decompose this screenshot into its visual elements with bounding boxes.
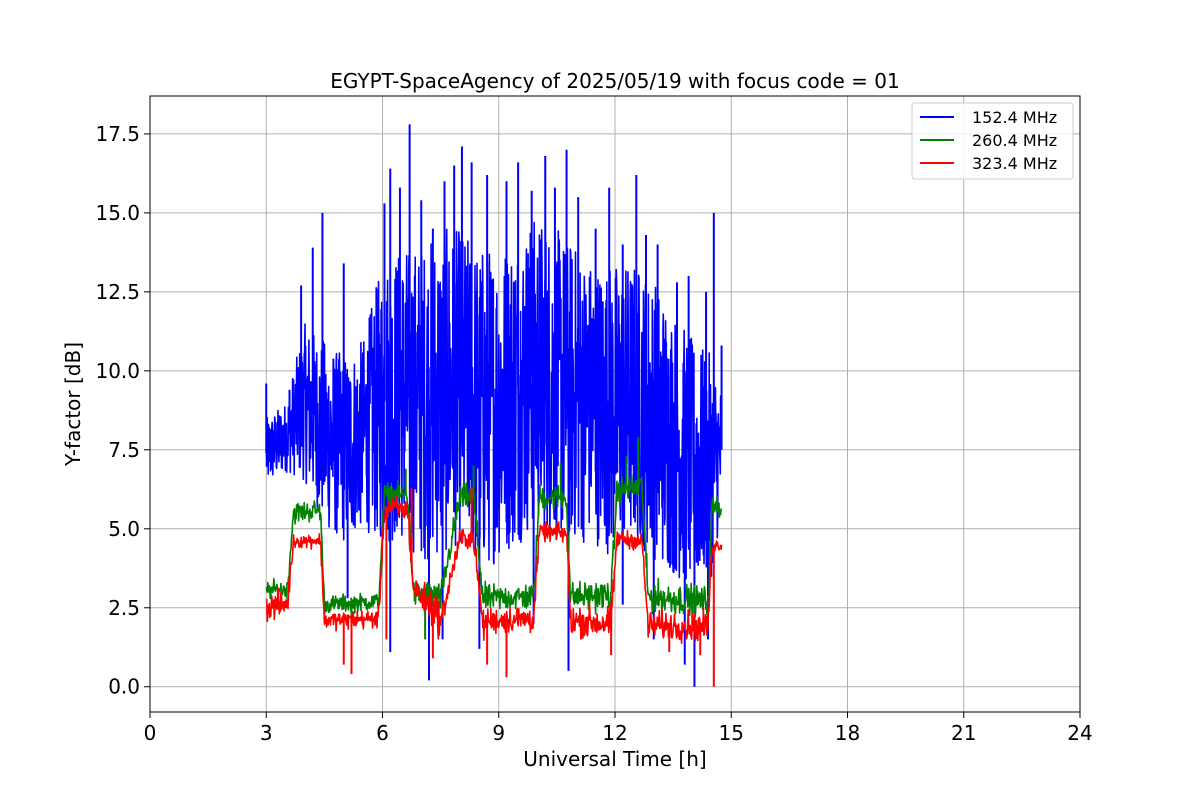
x-tick-label: 15 <box>719 721 744 745</box>
series-323-4-mhz <box>265 487 723 687</box>
y-tick-label: 2.5 <box>108 596 140 620</box>
y-tick-label: 12.5 <box>95 280 140 304</box>
x-tick-label: 6 <box>376 721 389 745</box>
y-tick-label: 10.0 <box>95 359 140 383</box>
legend-label: 260.4 MHz <box>972 131 1057 150</box>
plot-data <box>265 124 723 687</box>
chart-title: EGYPT-SpaceAgency of 2025/05/19 with foc… <box>330 69 899 93</box>
x-tick-label: 24 <box>1067 721 1092 745</box>
legend: 152.4 MHz 260.4 MHz 323.4 MHz <box>911 102 1074 180</box>
x-tick-label: 0 <box>144 721 157 745</box>
y-tick-label: 7.5 <box>108 438 140 462</box>
series-line <box>265 495 723 644</box>
x-axis-label: Universal Time [h] <box>523 747 706 771</box>
x-tick-label: 18 <box>835 721 860 745</box>
x-tick-label: 9 <box>492 721 505 745</box>
x-tick-label: 12 <box>602 721 627 745</box>
series-152-4-mhz <box>265 124 723 687</box>
y-tick-label: 5.0 <box>108 517 140 541</box>
series-line <box>265 473 723 621</box>
x-tick-label: 21 <box>951 721 976 745</box>
legend-label: 152.4 MHz <box>972 108 1057 127</box>
axis-ticks: 0 3 6 9 12 15 18 21 24 0.0 2.5 5.0 7.5 10.0 12.5 15.0 17… <box>95 122 1092 745</box>
y-tick-label: 17.5 <box>95 122 140 146</box>
y-axis-label: Y-factor [dB] <box>61 342 85 467</box>
y-tick-label: 15.0 <box>95 201 140 225</box>
legend-label: 323.4 MHz <box>972 154 1057 173</box>
x-tick-label: 3 <box>260 721 273 745</box>
legend-box <box>911 102 1074 180</box>
y-tick-label: 0.0 <box>108 675 140 699</box>
